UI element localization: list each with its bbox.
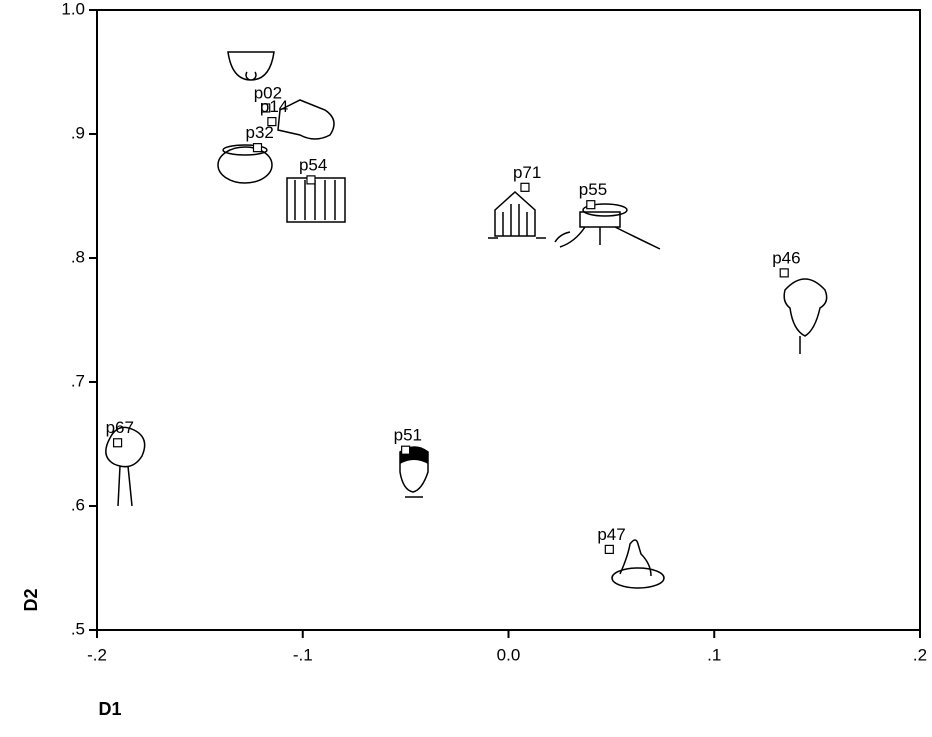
y-tick-label: .6 [71,495,85,514]
point [520,182,530,192]
point [401,445,411,455]
point [306,175,316,185]
point [779,268,789,278]
point-label: p54 [299,155,327,174]
x-axis-label: D1 [98,699,121,719]
point-label: p51 [394,426,422,445]
point-label: p71 [513,163,541,182]
point-label: p47 [597,525,625,544]
point [112,438,123,448]
point [252,143,263,153]
y-tick-label: .5 [71,619,85,638]
x-tick-label: -.2 [87,645,107,664]
point-label: p02 [254,83,282,102]
plot-frame [96,9,921,631]
y-tick-label: .9 [71,123,85,142]
y-axis-label: D2 [21,588,41,611]
point [261,103,271,113]
x-tick-label: .1 [707,645,721,664]
point [586,200,596,210]
x-tick-label: .2 [913,645,927,664]
y-tick-label: .8 [71,247,85,266]
point [267,116,277,127]
x-tick-label: 0.0 [497,645,521,664]
point-label: p46 [772,248,800,267]
point-label: p55 [579,180,607,199]
icons [105,51,828,589]
point-label: p14 [260,97,288,116]
y-tick-label: .7 [71,371,85,390]
point-label: p67 [106,418,134,437]
point-label: p32 [245,123,273,142]
x-tick-label: -.1 [293,645,313,664]
point [604,544,614,555]
y-tick-label: 1.0 [61,0,85,18]
